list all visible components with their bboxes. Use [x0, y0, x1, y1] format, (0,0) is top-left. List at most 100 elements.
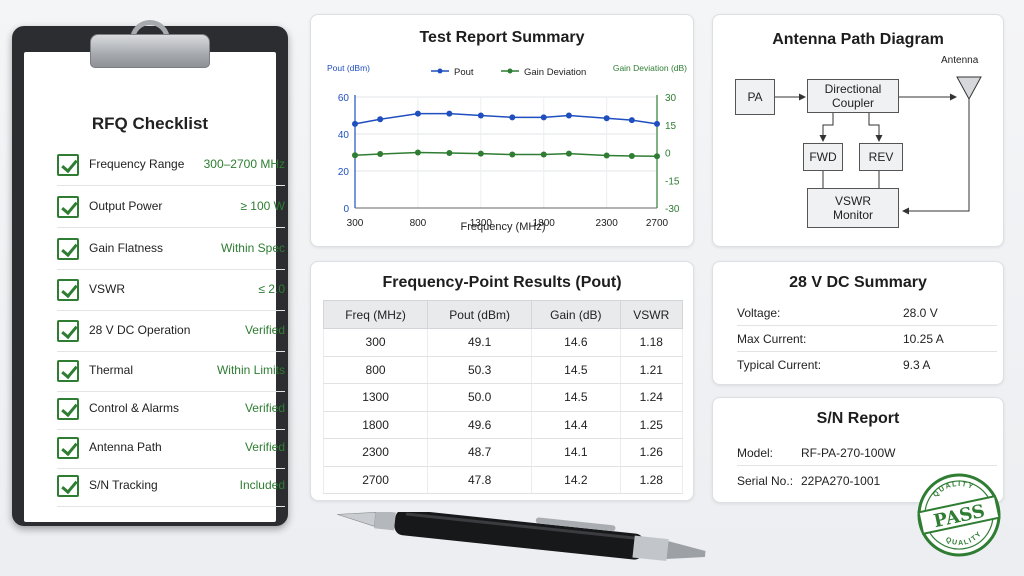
check-row-antenna-path: Antenna Path Verified — [57, 431, 285, 469]
checkbox-checked-icon[interactable] — [57, 196, 79, 218]
series-line-gain-deviation — [354, 151, 658, 157]
check-label: Antenna Path — [89, 440, 162, 454]
table-cell: 14.5 — [531, 356, 621, 384]
data-point-pout — [565, 112, 572, 119]
table-cell: 14.1 — [531, 438, 621, 467]
results-table: Freq (MHz) Pout (dBm) Gain (dB) VSWR 300… — [322, 300, 684, 494]
dc-label: Typical Current: — [737, 358, 822, 372]
check-row-28v-dc: 28 V DC Operation Verified — [57, 314, 285, 352]
y-right-tick-label: -15 — [665, 176, 680, 187]
check-row-thermal: Thermal Within Limits — [57, 354, 285, 392]
checkbox-checked-icon[interactable] — [57, 238, 79, 260]
column-header-pout: Pout (dBm) — [427, 300, 533, 329]
table-cell: 1.25 — [619, 411, 684, 439]
table-cell: 800 — [322, 356, 429, 384]
coupler-label-line2: Coupler — [831, 96, 875, 110]
data-point-gain-deviation — [509, 151, 516, 158]
data-point-pout — [377, 116, 384, 123]
data-point-pout — [414, 110, 421, 117]
pa-block: PA — [735, 79, 775, 115]
checkbox-checked-icon[interactable] — [57, 154, 79, 176]
legend-label-pout: Pout — [454, 67, 474, 78]
check-row-gain-flatness: Gain Flatness Within Spec — [57, 232, 285, 270]
data-point-pout — [446, 110, 453, 117]
check-row-sn-tracking: S/N Tracking Included — [57, 469, 285, 507]
table-cell: 1300 — [322, 383, 429, 412]
fwd-label: FWD — [809, 150, 837, 164]
dc-summary-card: 28 V DC Summary Voltage: 28.0 V Max Curr… — [712, 261, 1004, 385]
arrow-coupler-to-rev — [868, 113, 883, 142]
checkbox-checked-icon[interactable] — [57, 475, 79, 497]
table-row: 2700 47.8 14.2 1.28 — [322, 466, 684, 494]
legend-marker-pout — [437, 68, 443, 74]
clipboard-clip — [90, 34, 210, 68]
sn-row-model: Model: RF-PA-270-100W — [737, 440, 997, 466]
line-chart: 0 20 40 60 300 800 1300 1800 2300 2700 30 15 0 -15 -30… — [327, 63, 687, 233]
table-cell: 1.18 — [619, 328, 684, 357]
y-right-tick-label: 0 — [665, 149, 671, 160]
checkbox-checked-icon[interactable] — [57, 320, 79, 342]
checkbox-checked-icon[interactable] — [57, 437, 79, 459]
table-cell: 1.21 — [619, 356, 684, 384]
data-point-pout — [509, 114, 516, 121]
data-point-pout — [628, 117, 635, 124]
column-header-vswr: VSWR — [619, 300, 684, 329]
table-row: 800 50.3 14.5 1.21 — [322, 356, 684, 384]
y-left-tick-label: 40 — [338, 130, 350, 141]
table-cell: 1.28 — [619, 466, 684, 494]
data-point-pout — [603, 115, 610, 122]
table-cell: 14.4 — [531, 411, 621, 439]
check-value: Within Spec — [220, 241, 285, 255]
check-row-output-power: Output Power ≥ 100 W — [57, 190, 285, 228]
dc-row-typical-current: Typical Current: 9.3 A — [737, 352, 997, 378]
y-left-tick-label: 60 — [338, 93, 350, 104]
legend-label-gain-deviation: Gain Deviation — [524, 67, 586, 78]
check-label: Control & Alarms — [89, 401, 180, 415]
clipboard: RFQ Checklist Frequency Range 300–2700 M… — [12, 20, 288, 526]
frequency-results-card: Frequency-Point Results (Pout) Freq (MHz… — [310, 261, 694, 501]
dc-value: 28.0 V — [903, 306, 938, 320]
check-value: Included — [239, 478, 285, 492]
column-header-freq: Freq (MHz) — [322, 300, 429, 329]
data-point-pout — [654, 120, 660, 127]
table-cell: 50.0 — [427, 383, 533, 412]
table-cell: 1.24 — [619, 383, 684, 412]
x-tick-label: 800 — [410, 218, 427, 229]
table-cell: 49.6 — [427, 411, 533, 439]
check-value: Verified — [244, 401, 285, 415]
x-tick-label: 2700 — [646, 218, 669, 229]
table-cell: 49.1 — [427, 328, 533, 357]
y-left-tick-label: 20 — [338, 167, 350, 178]
antenna-path-card: Antenna Path Diagram PA Directional Coup… — [712, 14, 1004, 247]
antenna-label: Antenna — [941, 55, 979, 66]
vswr-label-line1: VSWR — [835, 194, 871, 208]
antenna-diagram-connectors — [775, 76, 982, 215]
check-label: Output Power — [89, 199, 163, 213]
data-point-gain-deviation — [377, 150, 384, 157]
data-point-pout — [540, 114, 547, 121]
checkbox-checked-icon[interactable] — [57, 279, 79, 301]
check-value: Verified — [244, 323, 285, 337]
data-point-pout — [477, 112, 484, 119]
checkbox-checked-icon[interactable] — [57, 398, 79, 420]
dc-row-voltage: Voltage: 28.0 V — [737, 300, 997, 326]
check-value: 300–2700 MHz — [203, 157, 285, 171]
checkbox-checked-icon[interactable] — [57, 360, 79, 382]
checklist-paper: RFQ Checklist Frequency Range 300–2700 M… — [24, 52, 285, 522]
arrow-antenna-to-monitor — [902, 111, 970, 215]
test-report-card: Test Report Summary 0 20 40 60 300 800 1300 180… — [310, 14, 694, 247]
check-label: Frequency Range — [89, 157, 185, 171]
check-label: VSWR — [89, 282, 125, 296]
sn-value: 22PA270-1001 — [801, 474, 881, 488]
data-point-gain-deviation — [628, 153, 635, 160]
vswr-label-line2: Monitor — [832, 208, 873, 222]
dc-row-max-current: Max Current: 10.25 A — [737, 326, 997, 352]
data-point-gain-deviation — [477, 150, 484, 157]
quality-pass-stamp-icon: QUALITY QUALITY PASS — [917, 473, 1001, 557]
y-right-tick-label: 15 — [665, 121, 677, 132]
y-axis-left-label: Pout (dBm) — [327, 63, 370, 73]
data-point-gain-deviation — [414, 149, 421, 156]
x-tick-label: 300 — [347, 218, 364, 229]
y-axis-right-label: Gain Deviation (dB) — [613, 63, 687, 73]
data-point-gain-deviation — [654, 153, 660, 160]
